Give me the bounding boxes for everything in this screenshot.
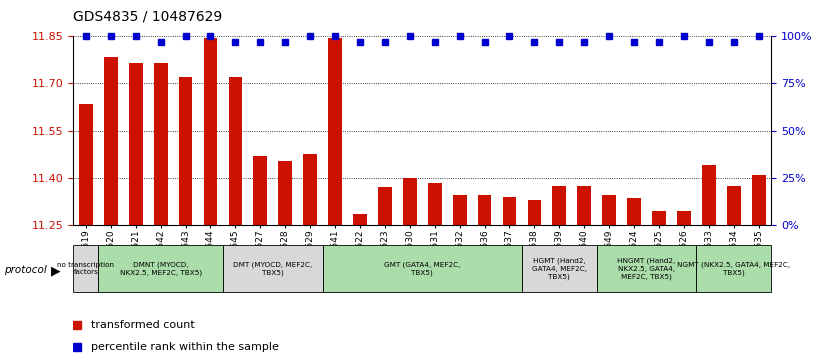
Bar <box>628 198 641 225</box>
Bar <box>477 195 491 225</box>
Bar <box>552 186 566 225</box>
Bar <box>179 77 193 225</box>
Text: transformed count: transformed count <box>91 320 195 330</box>
Bar <box>104 57 118 225</box>
Text: ▶: ▶ <box>51 264 61 277</box>
Bar <box>353 214 367 225</box>
Text: NGMT (NKX2.5, GATA4, MEF2C,
TBX5): NGMT (NKX2.5, GATA4, MEF2C, TBX5) <box>677 261 791 276</box>
Text: protocol: protocol <box>4 265 47 276</box>
Bar <box>702 165 716 225</box>
Bar <box>727 186 741 225</box>
Bar <box>153 63 167 225</box>
Bar <box>254 156 267 225</box>
Text: HGMT (Hand2,
GATA4, MEF2C,
TBX5): HGMT (Hand2, GATA4, MEF2C, TBX5) <box>532 258 587 280</box>
Bar <box>453 195 467 225</box>
Bar <box>328 38 342 225</box>
Bar <box>677 211 691 225</box>
Bar <box>696 245 771 292</box>
Bar <box>223 245 322 292</box>
Bar <box>528 200 541 225</box>
Bar <box>596 245 696 292</box>
Text: DMNT (MYOCD,
NKX2.5, MEF2C, TBX5): DMNT (MYOCD, NKX2.5, MEF2C, TBX5) <box>120 261 202 276</box>
Bar <box>428 183 441 225</box>
Bar <box>403 178 417 225</box>
Bar <box>79 104 93 225</box>
Text: GMT (GATA4, MEF2C,
TBX5): GMT (GATA4, MEF2C, TBX5) <box>384 261 460 276</box>
Text: DMT (MYOCD, MEF2C,
TBX5): DMT (MYOCD, MEF2C, TBX5) <box>233 261 313 276</box>
Text: no transcription
factors: no transcription factors <box>57 262 114 276</box>
Text: percentile rank within the sample: percentile rank within the sample <box>91 342 279 352</box>
Text: GDS4835 / 10487629: GDS4835 / 10487629 <box>73 9 223 24</box>
Bar <box>578 186 591 225</box>
Bar <box>602 195 616 225</box>
Bar <box>503 197 517 225</box>
Bar <box>228 77 242 225</box>
Bar <box>278 160 292 225</box>
Bar <box>73 245 99 292</box>
Bar <box>204 38 217 225</box>
Bar <box>652 211 666 225</box>
Bar <box>522 245 596 292</box>
Bar <box>752 175 765 225</box>
Bar <box>99 245 223 292</box>
Text: HNGMT (Hand2,
NKX2.5, GATA4,
MEF2C, TBX5): HNGMT (Hand2, NKX2.5, GATA4, MEF2C, TBX5… <box>618 258 676 280</box>
Bar <box>304 154 317 225</box>
Bar <box>322 245 522 292</box>
Bar <box>129 63 143 225</box>
Bar <box>378 187 392 225</box>
